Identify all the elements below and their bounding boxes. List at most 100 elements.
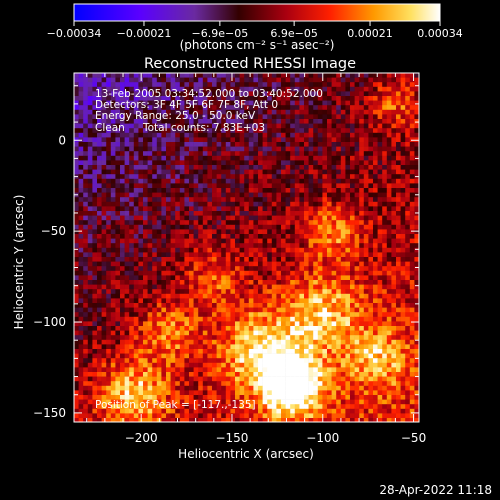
- heatmap-cell: [248, 316, 254, 322]
- heatmap-cell: [382, 105, 388, 111]
- heatmap-cell: [304, 358, 309, 364]
- heatmap-cell: [92, 270, 98, 276]
- heatmap-cell: [189, 96, 194, 101]
- heatmap-cell: [350, 353, 355, 359]
- heatmap-cell: [350, 257, 355, 262]
- heatmap-cell: [308, 91, 314, 97]
- heatmap-cell: [253, 307, 259, 313]
- heatmap-cell: [87, 289, 93, 295]
- heatmap-cell: [354, 215, 360, 221]
- heatmap-cell: [377, 77, 383, 83]
- heatmap-cell: [285, 238, 291, 244]
- heatmap-cell: [147, 376, 153, 382]
- heatmap-cell: [175, 243, 181, 249]
- heatmap-cell: [216, 151, 222, 157]
- heatmap-cell: [386, 109, 392, 115]
- heatmap-cell: [115, 238, 121, 244]
- heatmap-cell: [143, 82, 148, 88]
- heatmap-cell: [216, 123, 222, 129]
- heatmap-cell: [391, 206, 397, 212]
- heatmap-cell: [253, 105, 259, 111]
- heatmap-cell: [161, 165, 167, 170]
- heatmap-cell: [414, 316, 419, 322]
- heatmap-cell: [239, 344, 245, 350]
- heatmap-cell: [212, 206, 217, 212]
- heatmap-cell: [322, 266, 328, 272]
- heatmap-cell: [198, 220, 204, 226]
- heatmap-cell: [225, 312, 231, 318]
- heatmap-cell: [409, 307, 415, 313]
- heatmap-cell: [396, 77, 401, 83]
- heatmap-cell: [336, 330, 342, 336]
- heatmap-cell: [101, 367, 107, 373]
- heatmap-cell: [276, 109, 282, 115]
- heatmap-cell: [396, 238, 401, 244]
- heatmap-cell: [101, 266, 107, 272]
- heatmap-cell: [386, 142, 392, 147]
- heatmap-cell: [382, 215, 388, 221]
- heatmap-cell: [414, 339, 419, 345]
- heatmap-cell: [396, 165, 401, 170]
- heatmap-cell: [354, 339, 360, 345]
- heatmap-cell: [166, 86, 171, 92]
- heatmap-cell: [340, 132, 346, 138]
- heatmap-cell: [97, 275, 102, 281]
- heatmap-cell: [331, 238, 337, 244]
- heatmap-cell: [239, 362, 245, 368]
- heatmap-cell: [359, 192, 365, 198]
- heatmap-cell: [239, 82, 245, 88]
- heatmap-cell: [248, 238, 254, 244]
- heatmap-cell: [377, 349, 383, 354]
- heatmap-cell: [396, 192, 401, 198]
- heatmap-cell: [409, 174, 415, 180]
- heatmap-cell: [414, 73, 419, 78]
- heatmap-cell: [97, 188, 102, 193]
- heatmap-cell: [363, 114, 369, 120]
- heatmap-cell: [115, 330, 121, 336]
- heatmap-cell: [304, 335, 309, 341]
- heatmap-cell: [216, 82, 222, 88]
- heatmap-cell: [382, 174, 388, 180]
- heatmap-cell: [110, 146, 116, 152]
- heatmap-cell: [299, 132, 305, 138]
- heatmap-cell: [276, 330, 282, 336]
- heatmap-cell: [97, 353, 102, 359]
- heatmap-cell: [336, 109, 342, 115]
- heatmap-cell: [382, 293, 388, 299]
- heatmap-cell: [175, 86, 181, 92]
- heatmap-cell: [147, 132, 153, 138]
- heatmap-cell: [166, 266, 171, 272]
- heatmap-cell: [74, 160, 79, 166]
- heatmap-cell: [143, 169, 148, 175]
- heatmap-cell: [212, 316, 217, 322]
- heatmap-cell: [345, 261, 351, 267]
- heatmap-cell: [87, 349, 93, 354]
- heatmap-cell: [106, 201, 112, 207]
- heatmap-cell: [253, 321, 259, 327]
- heatmap-cell: [363, 316, 369, 322]
- heatmap-cell: [327, 188, 332, 193]
- heatmap-cell: [400, 344, 406, 350]
- heatmap-cell: [230, 312, 236, 318]
- heatmap-cell: [317, 238, 323, 244]
- heatmap-cell: [276, 307, 282, 313]
- heatmap-cell: [179, 247, 185, 253]
- heatmap-cell: [322, 160, 328, 166]
- heatmap-cell: [400, 96, 406, 101]
- heatmap-cell: [290, 192, 296, 198]
- heatmap-cell: [400, 316, 406, 322]
- heatmap-cell: [382, 330, 388, 336]
- heatmap-cell: [97, 284, 102, 290]
- heatmap-cell: [340, 119, 346, 124]
- heatmap-cell: [202, 211, 208, 216]
- heatmap-cell: [83, 220, 89, 226]
- heatmap-cell: [143, 266, 148, 272]
- heatmap-cell: [271, 201, 277, 207]
- heatmap-cell: [133, 307, 139, 313]
- heatmap-cell: [97, 142, 102, 147]
- heatmap-cell: [189, 86, 194, 92]
- heatmap-cell: [294, 192, 300, 198]
- heatmap-cell: [198, 353, 204, 359]
- heatmap-cell: [83, 257, 89, 262]
- heatmap-cell: [87, 229, 93, 235]
